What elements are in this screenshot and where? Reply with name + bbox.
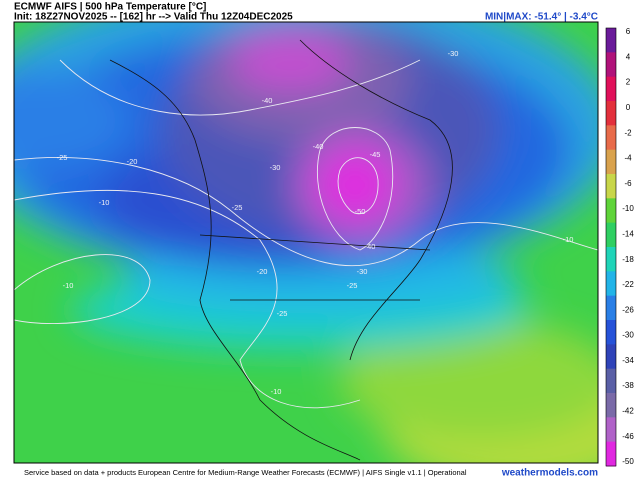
- colorbar-swatch: [606, 320, 616, 345]
- contour-label: -10: [563, 235, 574, 244]
- colorbar-label: -4: [624, 154, 632, 163]
- colorbar-label: -2: [624, 128, 632, 137]
- contour-label: -40: [313, 142, 324, 151]
- colorbar-swatch: [606, 76, 616, 102]
- colorbar-swatch: [606, 198, 616, 224]
- brand: weathermodels.com: [501, 468, 598, 479]
- colorbar-swatch: [606, 441, 616, 467]
- colorbar-label: -6: [624, 179, 632, 188]
- colorbar-swatch: [606, 344, 616, 370]
- contour-label: -10: [99, 198, 110, 207]
- contour-label: -40: [365, 242, 376, 251]
- colorbar-label: -46: [622, 432, 634, 441]
- colorbar-swatch: [606, 125, 616, 151]
- contour-label: -30: [357, 267, 368, 276]
- colorbar-label: -50: [622, 457, 634, 466]
- contour-label: -20: [127, 157, 138, 166]
- colorbar-swatch: [606, 174, 616, 199]
- isotherms: [14, 59, 598, 409]
- colorbar-swatch: [606, 417, 616, 443]
- contour-labels: -40 -30 -25 -20 -10 -30 -40 -45 -25 -50 -40 -30 -20 -…: [57, 49, 574, 396]
- colorbar-swatch: [606, 222, 616, 248]
- colorbar-label: 4: [626, 52, 631, 61]
- contour-label: -25: [232, 203, 243, 212]
- contour-label: -10: [271, 387, 282, 396]
- contour-label: -40: [262, 96, 273, 105]
- contour-label: -50: [355, 207, 366, 216]
- colorbar-swatch: [606, 247, 616, 272]
- contour-label: -10: [63, 281, 74, 290]
- colorbar-label: -10: [622, 204, 634, 213]
- colorbar-label: -30: [622, 331, 634, 340]
- colorbar-swatch: [606, 295, 616, 321]
- colorbar: 6 4 2 0 -2 -4 -6 -10 -14 -18 -22 -26 -30 -34 -38 -42 -46…: [605, 27, 634, 467]
- contour-label: -30: [448, 49, 459, 58]
- contour-label: -20: [257, 267, 268, 276]
- contour-label: -45: [370, 150, 381, 159]
- colorbar-label: 6: [626, 27, 631, 36]
- colorbar-swatch: [606, 393, 616, 418]
- contour-label: -25: [277, 309, 288, 318]
- colorbar-swatch: [606, 368, 616, 394]
- map-frame: [13, 21, 599, 464]
- colorbar-label: -38: [622, 381, 634, 390]
- colorbar-label: -34: [622, 356, 634, 365]
- colorbar-label: -42: [622, 407, 634, 416]
- contour-label: -25: [347, 281, 358, 290]
- title: ECMWF AIFS | 500 hPa Temperature [°C]: [14, 2, 206, 13]
- colorbar-label: -14: [622, 229, 634, 238]
- colorbar-swatch: [606, 101, 616, 126]
- coastlines-borders: [109, 39, 453, 461]
- colorbar-label: 2: [626, 78, 631, 87]
- min-max: MIN|MAX: -51.4° | -3.4°C: [485, 12, 598, 23]
- colorbar-label: -22: [622, 280, 634, 289]
- contour-label: -30: [270, 163, 281, 172]
- colorbar-label: -26: [622, 305, 634, 314]
- colorbar-label: -18: [622, 255, 634, 264]
- colorbar-swatch: [606, 149, 616, 175]
- init-line: Init: 18Z27NOV2025 -- [162] hr --> Valid…: [14, 12, 293, 23]
- contour-label: -25: [57, 153, 68, 162]
- colorbar-swatch: [606, 52, 616, 78]
- colorbar-frame: [605, 27, 617, 467]
- colorbar-swatch: [606, 271, 616, 297]
- footer-credit: Service based on data + products Europea…: [24, 468, 467, 477]
- colorbar-label: 0: [626, 103, 631, 112]
- colorbar-swatch: [606, 28, 616, 53]
